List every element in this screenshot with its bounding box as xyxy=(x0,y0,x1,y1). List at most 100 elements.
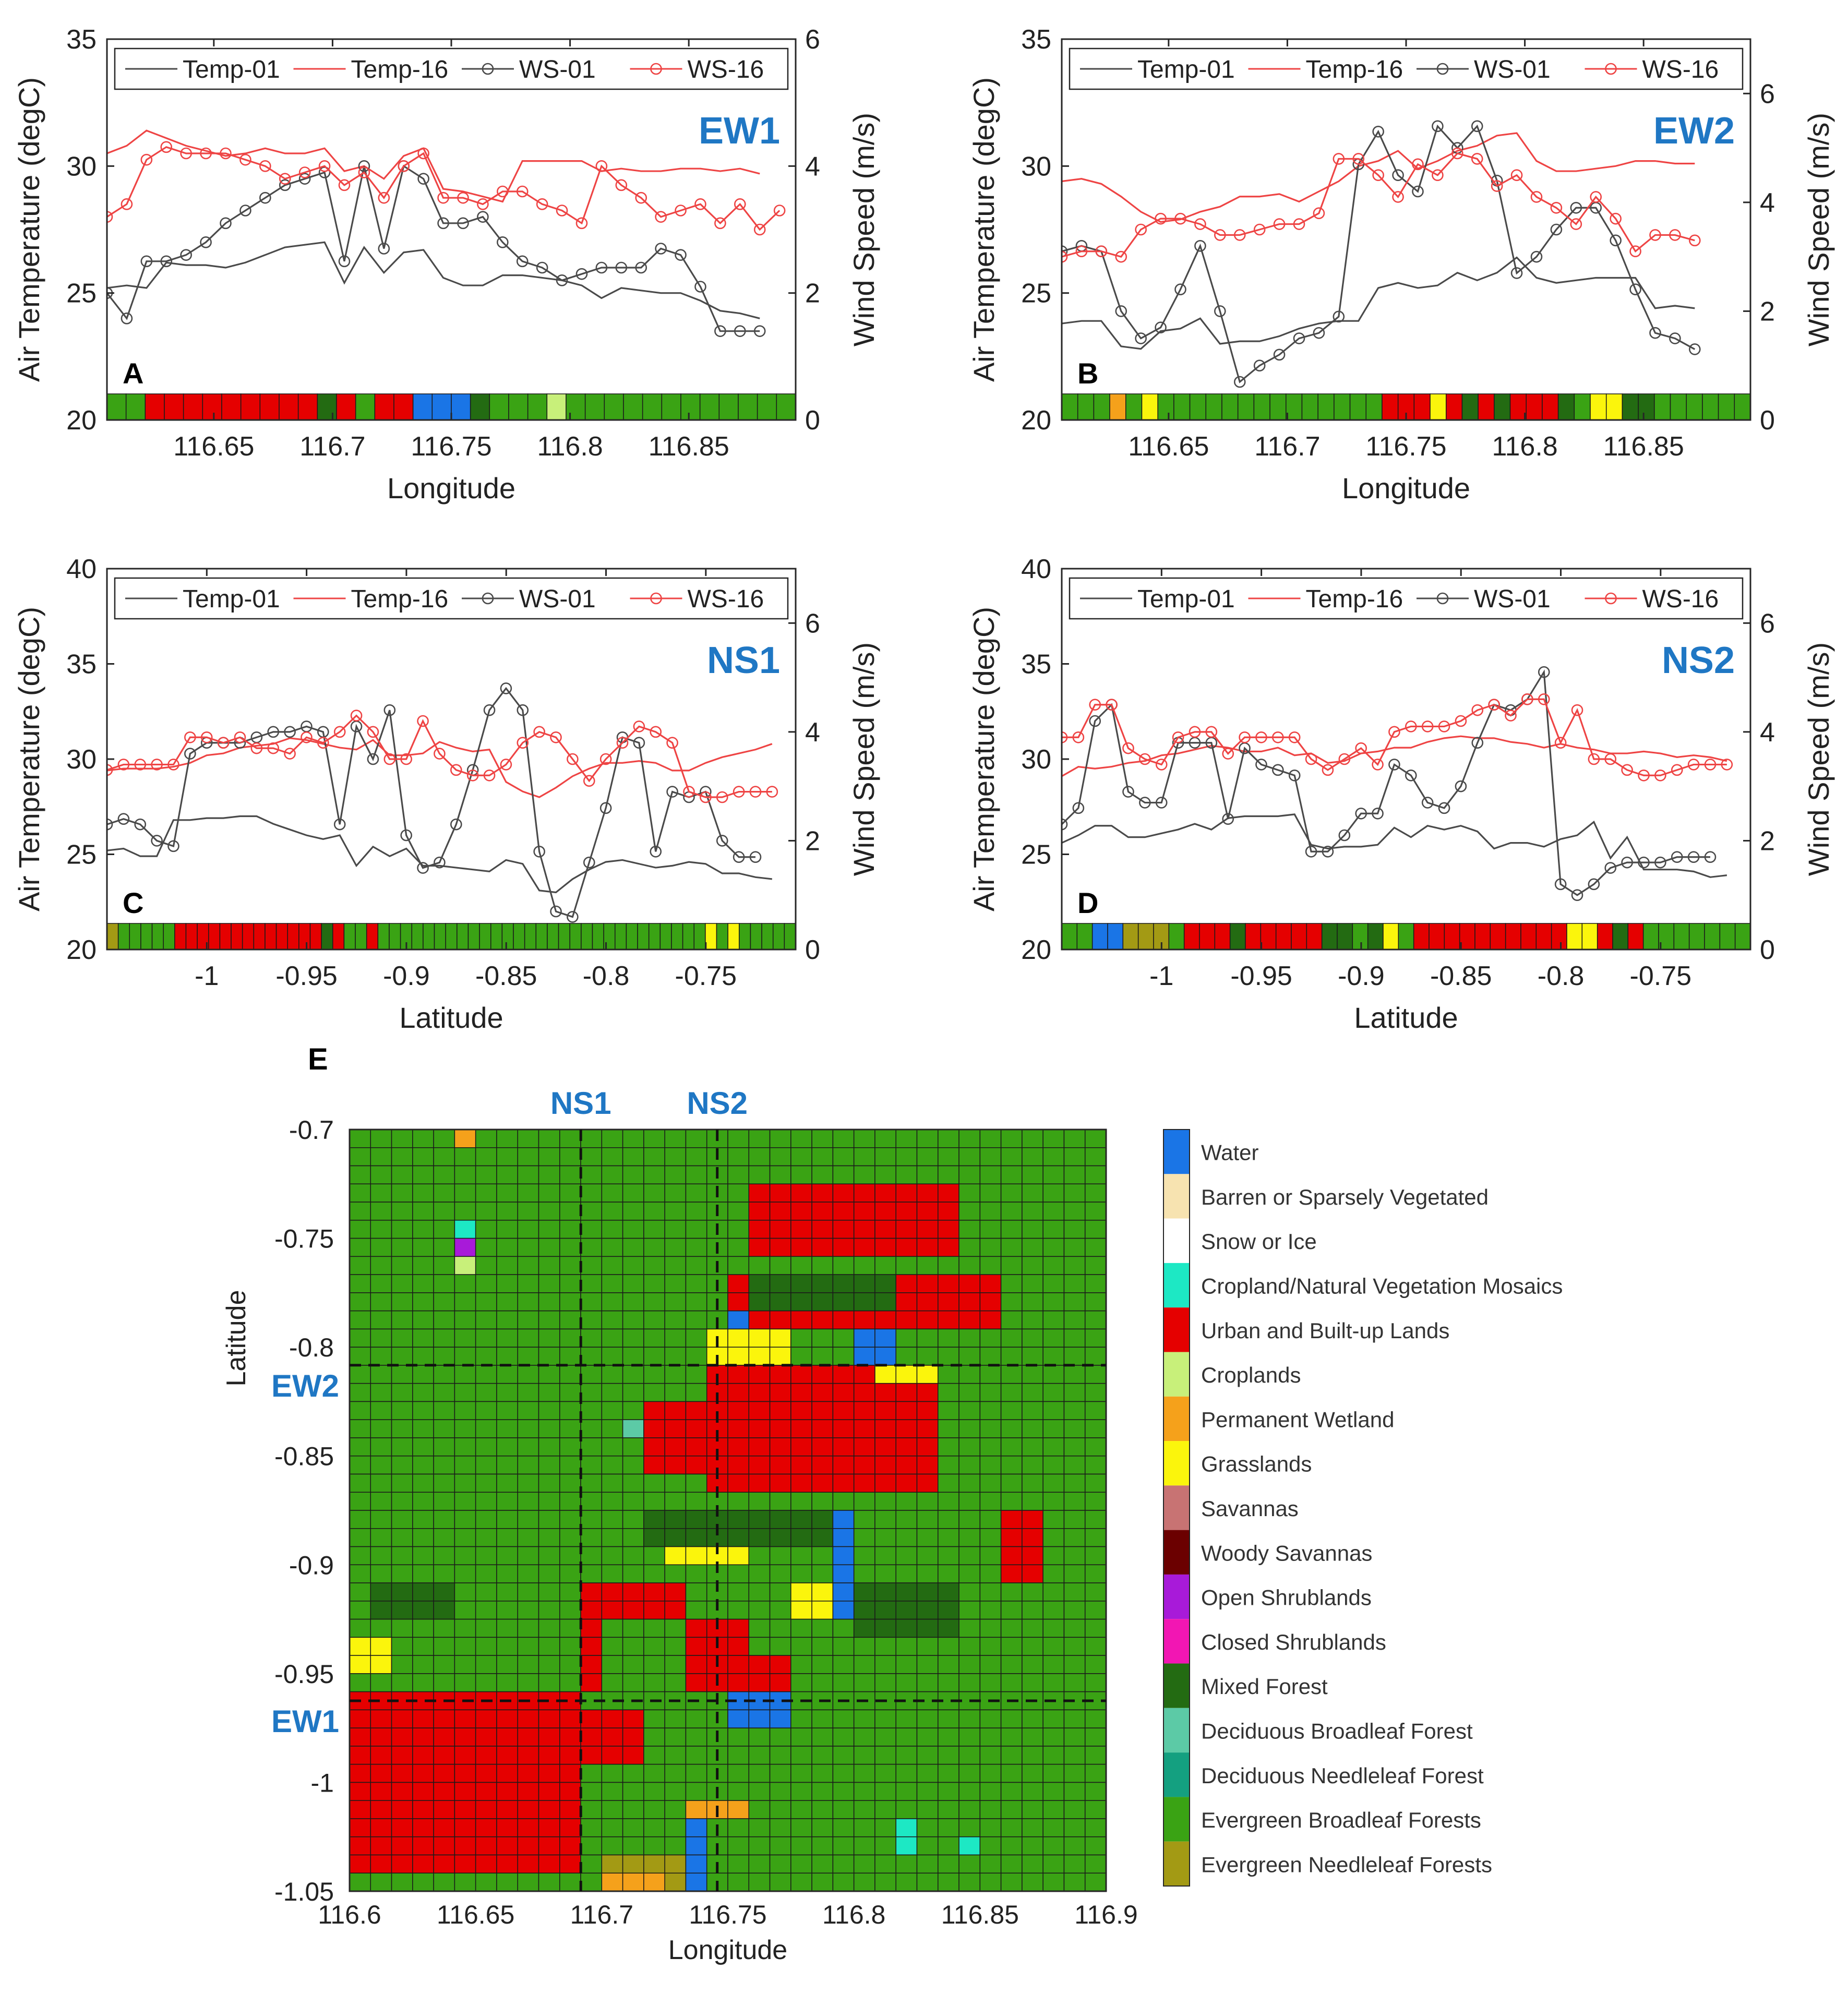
map-cell xyxy=(853,1256,875,1275)
map-cell xyxy=(727,1310,750,1330)
y-tick-label-right: 0 xyxy=(805,405,820,436)
map-cell xyxy=(895,1274,918,1293)
map-cell xyxy=(664,1673,687,1692)
map-cell xyxy=(1084,1601,1107,1620)
map-cell xyxy=(580,1836,603,1856)
strip-cell xyxy=(1718,393,1735,420)
y-tick-label-left: 25 xyxy=(1021,279,1051,309)
map-cell xyxy=(1022,1473,1043,1493)
data-point xyxy=(1621,856,1633,869)
map-cell xyxy=(412,1310,434,1330)
map-cell xyxy=(1022,1818,1043,1837)
map-cell xyxy=(916,1492,939,1511)
map-cell xyxy=(895,1836,918,1856)
map-cell xyxy=(938,1165,959,1185)
map-cell xyxy=(433,1238,455,1257)
map-cell xyxy=(916,1709,939,1728)
map-cell xyxy=(1042,1800,1065,1819)
map-cell xyxy=(580,1727,603,1747)
data-point xyxy=(650,845,662,858)
map-cell xyxy=(349,1238,371,1257)
map-cell xyxy=(685,1601,707,1620)
map-cell xyxy=(769,1419,791,1438)
strip-cell xyxy=(1269,393,1287,420)
map-cell xyxy=(832,1618,855,1638)
data-point xyxy=(140,255,153,268)
map-cell xyxy=(664,1746,687,1765)
map-cell xyxy=(811,1673,834,1692)
map-cell xyxy=(979,1165,1002,1185)
map-cell xyxy=(580,1328,603,1348)
map-cell xyxy=(916,1165,939,1185)
data-point xyxy=(734,325,746,337)
map-cell xyxy=(748,1274,771,1293)
map-cell xyxy=(643,1510,665,1529)
map-cell xyxy=(664,1292,687,1312)
data-point xyxy=(675,249,687,261)
map-cell xyxy=(391,1655,413,1674)
map-cell xyxy=(349,1582,371,1602)
map-cell xyxy=(601,1165,623,1185)
map-cell xyxy=(538,1165,560,1185)
map-cell xyxy=(370,1455,392,1475)
map-cell xyxy=(958,1763,981,1783)
map-cell xyxy=(370,1256,392,1275)
map-cell xyxy=(811,1528,834,1547)
panel-letter: C xyxy=(123,886,143,919)
map-cell xyxy=(769,1183,791,1203)
map-cell xyxy=(538,1274,560,1293)
map-cell xyxy=(601,1147,623,1167)
map-cell xyxy=(559,1746,581,1765)
data-point xyxy=(1174,283,1186,296)
strip-cell xyxy=(1168,923,1185,950)
map-cell xyxy=(685,1746,707,1765)
x-tick-label: 116.7 xyxy=(570,1900,633,1929)
strip-cell xyxy=(626,923,638,950)
map-cell xyxy=(643,1419,665,1438)
map-cell xyxy=(601,1836,623,1856)
strip-cell xyxy=(1702,393,1719,420)
data-point xyxy=(180,147,192,160)
map-cell xyxy=(811,1564,834,1583)
map-cell xyxy=(1000,1746,1023,1765)
map-cell xyxy=(517,1510,539,1529)
map-cell xyxy=(475,1601,497,1620)
x-axis-label: Longitude xyxy=(387,472,515,504)
map-cell xyxy=(685,1274,707,1293)
map-cell xyxy=(517,1854,539,1873)
y-tick-label-left: 25 xyxy=(66,840,97,870)
y-tick-label-left: 35 xyxy=(66,25,97,55)
map-cell xyxy=(979,1129,1002,1148)
map-cell xyxy=(538,1147,560,1167)
map-cell xyxy=(391,1347,413,1366)
map-cell xyxy=(349,1274,371,1293)
map-cell xyxy=(979,1183,1002,1203)
map-cell xyxy=(1084,1419,1107,1438)
map-cell xyxy=(1022,1419,1043,1438)
strip-cell xyxy=(1413,923,1430,950)
map-cell xyxy=(1042,1854,1065,1873)
map-cell xyxy=(538,1365,560,1384)
map-cell xyxy=(895,1292,918,1312)
map-cell xyxy=(979,1673,1002,1692)
map-cell xyxy=(601,1220,623,1239)
map-cell xyxy=(938,1437,959,1457)
data-point xyxy=(483,769,496,782)
y-tick-label-left: 20 xyxy=(1021,935,1051,965)
map-cell xyxy=(811,1437,834,1457)
y-tick-label-left: 35 xyxy=(1021,25,1051,55)
strip-cell xyxy=(1398,923,1414,950)
data-point xyxy=(1538,666,1550,678)
map-cell xyxy=(727,1782,750,1801)
y-tick-label-right: 2 xyxy=(805,279,820,309)
map-cell xyxy=(601,1202,623,1221)
map-cell xyxy=(1022,1437,1043,1457)
map-cell xyxy=(622,1129,644,1148)
legend-label: Closed Shrublands xyxy=(1201,1630,1386,1654)
map-cell xyxy=(454,1220,476,1239)
map-cell xyxy=(622,1437,644,1457)
map-cell xyxy=(727,1836,750,1856)
data-point xyxy=(167,759,179,771)
strip-cell xyxy=(761,923,774,950)
map-cell xyxy=(496,1437,518,1457)
